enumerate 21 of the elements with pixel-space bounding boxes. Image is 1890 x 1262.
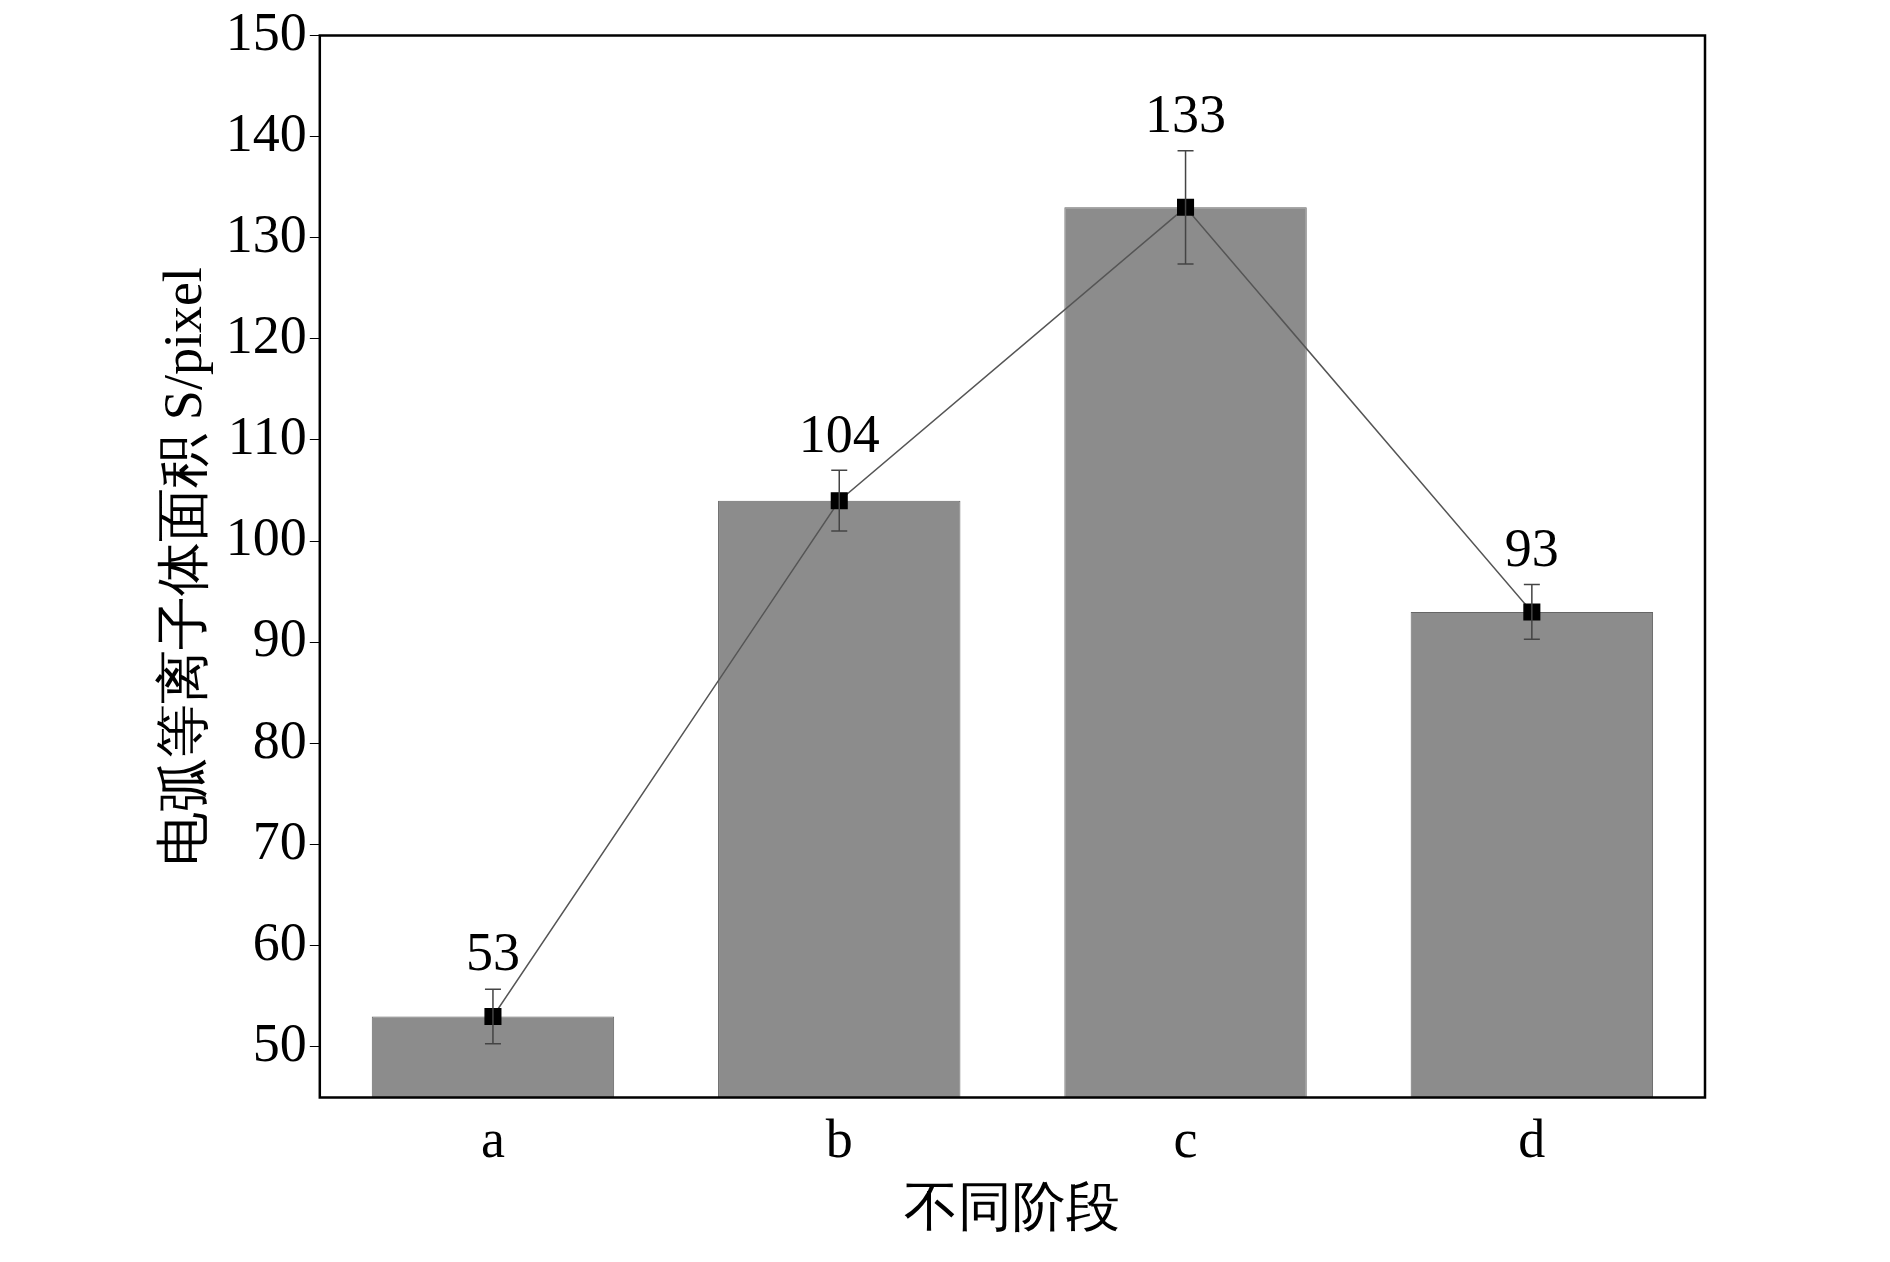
y-tick-label: 60: [252, 911, 307, 972]
y-tick-label: 100: [225, 507, 307, 568]
data-label: 104: [798, 403, 880, 464]
y-axis-title: 电弧等离子体面积 S/pixel: [152, 267, 213, 866]
y-tick-label: 150: [225, 1, 307, 62]
y-tick-label: 90: [252, 608, 307, 669]
y-tick-label: 70: [252, 810, 307, 871]
y-tick-label: 130: [225, 203, 307, 264]
y-tick-label: 140: [225, 102, 307, 163]
data-label: 53: [465, 922, 520, 983]
x-axis-title: 不同阶段: [904, 1176, 1121, 1237]
x-tick-label: a: [480, 1108, 505, 1169]
data-label: 133: [1145, 83, 1227, 144]
data-label: 93: [1504, 517, 1559, 578]
x-tick-label: b: [825, 1108, 853, 1169]
y-tick-label: 110: [227, 406, 307, 467]
y-tick-label: 120: [225, 305, 307, 366]
y-tick-label: 50: [252, 1013, 307, 1074]
y-tick-label: 80: [252, 709, 307, 770]
x-tick-label: d: [1518, 1108, 1546, 1169]
x-tick-label: c: [1173, 1108, 1198, 1169]
